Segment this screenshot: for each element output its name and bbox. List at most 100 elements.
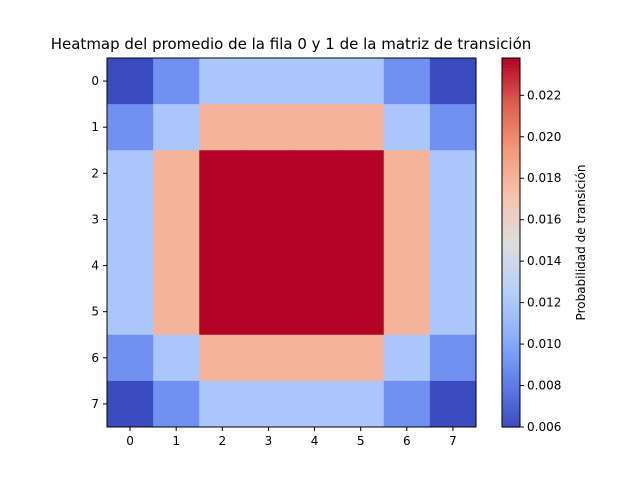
colorbar-segment bbox=[502, 128, 520, 133]
heatmap-cell bbox=[383, 242, 431, 290]
colorbar-segment bbox=[502, 319, 520, 324]
heatmap-cell bbox=[291, 104, 339, 151]
colorbar-segment bbox=[502, 171, 520, 176]
heatmap-cell bbox=[429, 242, 477, 290]
heatmap-cell bbox=[199, 58, 246, 105]
heatmap-cell bbox=[337, 380, 385, 428]
colorbar-segment bbox=[502, 150, 520, 154]
colorbar-tick-label: 0.014 bbox=[527, 254, 561, 268]
colorbar-segment bbox=[502, 199, 520, 204]
heatmap-cell bbox=[107, 104, 154, 151]
colorbar-segment bbox=[502, 387, 520, 391]
colorbar-segment bbox=[502, 67, 520, 71]
colorbar-segment bbox=[502, 279, 520, 284]
colorbar-segment bbox=[502, 383, 520, 388]
colorbar-segment bbox=[502, 408, 520, 413]
colorbar-segment bbox=[502, 122, 520, 127]
heatmap-cell bbox=[337, 242, 385, 290]
colorbar-segment bbox=[502, 399, 520, 403]
colorbar-segment bbox=[502, 264, 520, 268]
colorbar-segment bbox=[502, 220, 520, 225]
colorbar-segment bbox=[502, 374, 520, 379]
colorbar-segment bbox=[502, 343, 520, 348]
x-tick-label: 4 bbox=[311, 434, 319, 448]
colorbar-segment bbox=[502, 190, 520, 194]
x-tick-label: 5 bbox=[357, 434, 365, 448]
colorbar-segment bbox=[502, 297, 520, 302]
x-tick-label: 2 bbox=[218, 434, 226, 448]
heatmap-cell bbox=[337, 150, 385, 197]
colorbar-segment bbox=[502, 76, 520, 81]
colorbar-segment bbox=[502, 156, 520, 161]
colorbar-segment bbox=[502, 307, 520, 311]
colorbar-segment bbox=[502, 211, 520, 216]
colorbar-segment bbox=[502, 141, 520, 145]
heatmap-cell bbox=[291, 242, 339, 290]
colorbar-segment bbox=[502, 162, 520, 167]
colorbar-segment bbox=[502, 116, 520, 121]
heatmap-cell bbox=[383, 58, 431, 105]
colorbar-segment bbox=[502, 282, 520, 287]
colorbar-segment bbox=[502, 340, 520, 345]
heatmap-cell bbox=[245, 196, 293, 244]
heatmap-cell bbox=[383, 150, 431, 197]
colorbar-segment bbox=[502, 64, 520, 68]
colorbar-segment bbox=[502, 88, 520, 93]
colorbar-segment bbox=[502, 70, 520, 74]
colorbar-segment bbox=[502, 168, 520, 173]
heatmap-cells bbox=[107, 58, 477, 428]
colorbar-segment bbox=[502, 267, 520, 271]
colorbar-segment bbox=[502, 224, 520, 228]
colorbar-segment bbox=[502, 208, 520, 213]
chart-title: Heatmap del promedio de la fila 0 y 1 de… bbox=[51, 35, 532, 53]
colorbar-segment bbox=[502, 230, 520, 234]
heatmap-cell bbox=[337, 196, 385, 244]
colorbar-segment bbox=[502, 368, 520, 373]
heatmap-cell bbox=[337, 334, 385, 382]
heatmap-cell bbox=[337, 58, 385, 105]
heatmap-cell bbox=[199, 104, 246, 151]
colorbar-segment bbox=[502, 325, 520, 330]
colorbar-segment bbox=[502, 371, 520, 376]
heatmap-cell bbox=[383, 104, 431, 151]
colorbar-segment bbox=[502, 174, 520, 179]
heatmap-cell bbox=[429, 150, 477, 197]
heatmap-cell bbox=[291, 150, 339, 197]
colorbar-segment bbox=[502, 359, 520, 364]
colorbar-segment bbox=[502, 73, 520, 78]
heatmap-cell bbox=[429, 58, 477, 105]
heatmap-cell bbox=[429, 380, 477, 428]
heatmap-cell bbox=[337, 288, 385, 336]
colorbar-segment bbox=[502, 313, 520, 317]
heatmap-cell bbox=[429, 288, 477, 336]
colorbar-segment bbox=[502, 134, 520, 139]
heatmap-cell bbox=[153, 334, 200, 382]
colorbar-segment bbox=[502, 153, 520, 157]
colorbar-label: Probabilidad de transición bbox=[574, 165, 588, 321]
colorbar: 0.006 0.008 0.010 0.012 0.014 0.016 0.018 0.020… bbox=[501, 57, 561, 434]
heatmap-cell bbox=[107, 58, 154, 105]
heatmap-cell bbox=[199, 242, 246, 290]
colorbar-segment bbox=[502, 245, 520, 250]
colorbar-segment bbox=[502, 125, 520, 130]
colorbar-segment bbox=[502, 242, 520, 247]
colorbar-segment bbox=[502, 257, 520, 262]
colorbar-segment bbox=[502, 193, 520, 197]
colorbar-segment bbox=[502, 380, 520, 385]
plot-frame bbox=[106, 57, 477, 428]
heatmap-cell bbox=[245, 242, 293, 290]
x-tick-label: 6 bbox=[403, 434, 411, 448]
heatmap-cell bbox=[153, 58, 200, 105]
x-tick-label: 3 bbox=[265, 434, 273, 448]
colorbar-tick-label: 0.018 bbox=[527, 171, 561, 185]
heatmap-cell bbox=[199, 334, 246, 382]
heatmap-cell bbox=[153, 380, 200, 428]
heatmap-cell bbox=[383, 288, 431, 336]
colorbar-segment bbox=[502, 248, 520, 253]
colorbar-tick-label: 0.008 bbox=[527, 379, 561, 393]
colorbar-segment bbox=[502, 147, 520, 151]
y-tick-label: 0 bbox=[91, 74, 99, 88]
colorbar-segment bbox=[502, 91, 520, 96]
heatmap-cell bbox=[291, 334, 339, 382]
